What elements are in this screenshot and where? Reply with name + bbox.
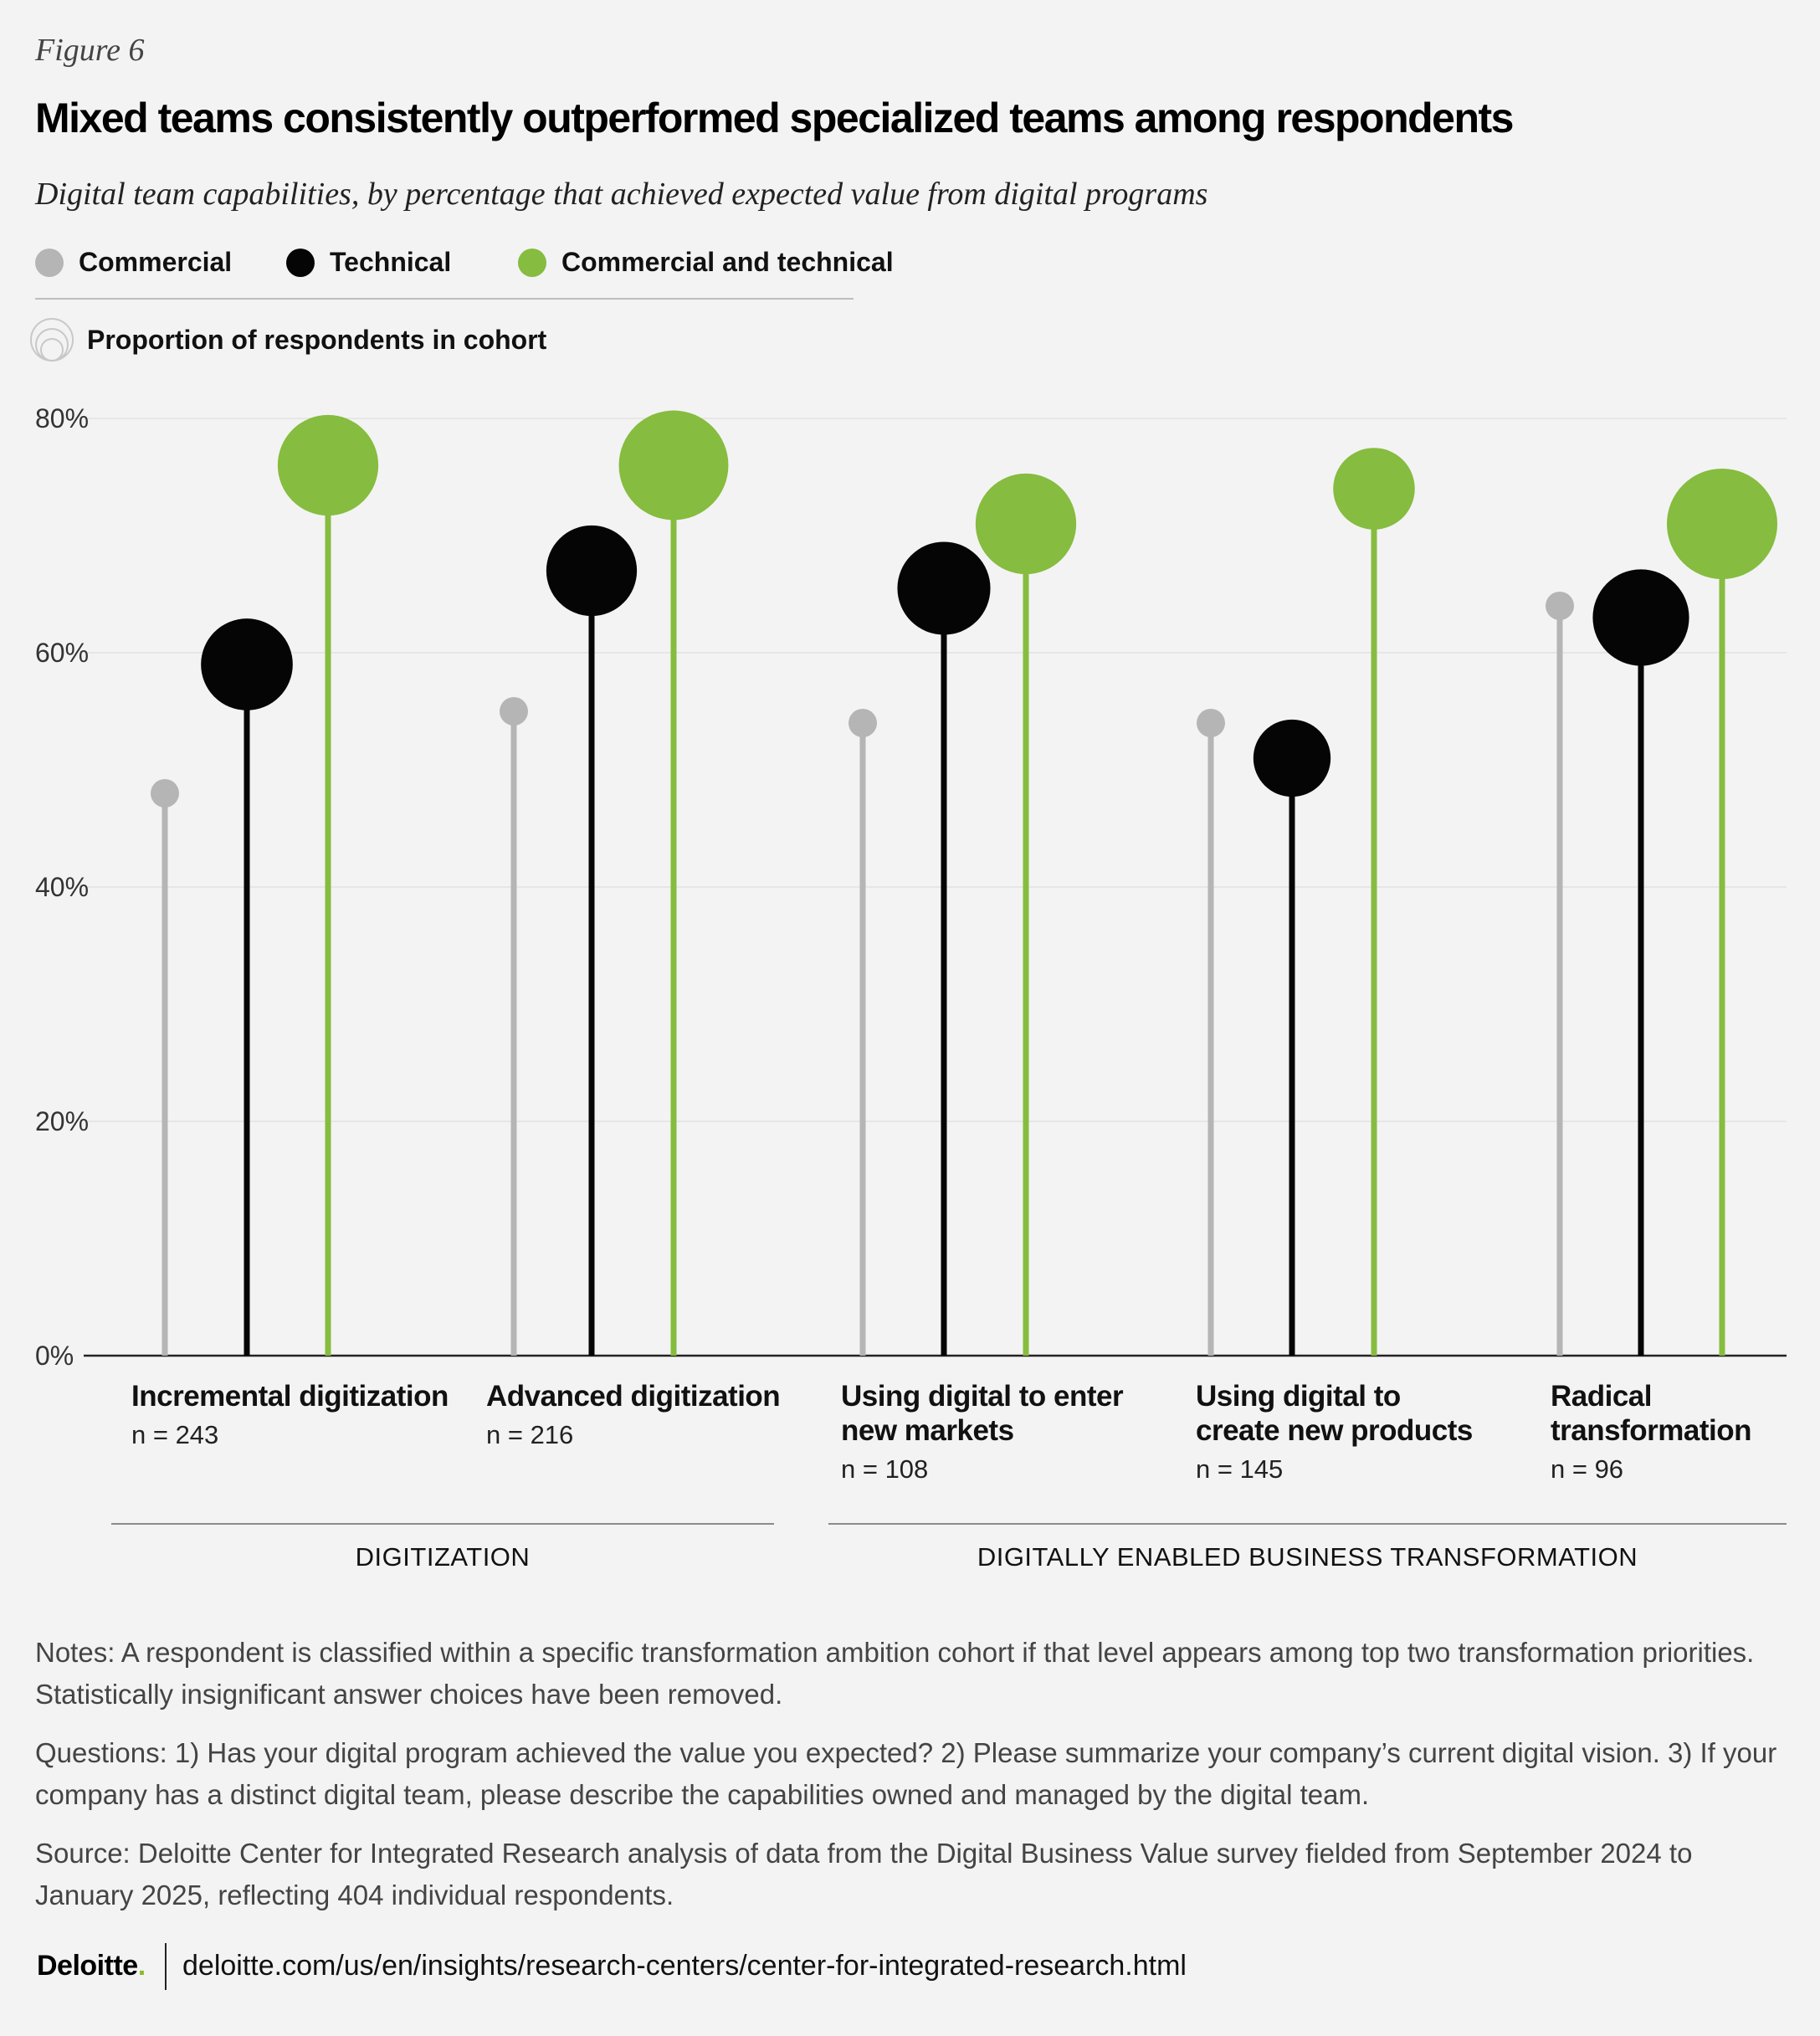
legend-label-technical: Technical [330, 247, 452, 277]
bubble-commercial [151, 779, 179, 808]
category-label: create new products [1196, 1414, 1473, 1447]
footer-url-link[interactable]: deloitte.com/us/en/insights/research-cen… [182, 1950, 1187, 1982]
category-label: Advanced digitization [486, 1380, 781, 1413]
category-label: Incremental digitization [131, 1380, 449, 1413]
bubble-commercial [500, 697, 528, 726]
bubble-commercial [1546, 592, 1574, 620]
chart-marks [151, 410, 1777, 1356]
bubble-commercial-and-technical [1667, 469, 1777, 579]
legend-swatch-commercial-and-technical [518, 248, 546, 277]
notes-text: Notes: A respondent is classified within… [35, 1637, 1755, 1710]
nested-circles-icon [30, 318, 74, 362]
y-tick-label: 60% [35, 638, 89, 668]
category-label: Using digital to enter [841, 1380, 1124, 1413]
category-label: Radical [1551, 1380, 1653, 1413]
legend-divider [35, 298, 854, 300]
category-label: Using digital to [1196, 1380, 1401, 1413]
category-n-label: n = 96 [1551, 1454, 1624, 1484]
bubble-commercial-and-technical [1333, 448, 1415, 530]
bubble-commercial-and-technical [618, 410, 729, 521]
category-label: new markets [841, 1414, 1014, 1447]
bubble-commercial [848, 709, 877, 737]
lollipop-chart: 0% 20% 40% 60% 80% [35, 403, 1787, 1371]
y-axis-ticks: 0% 20% 40% 60% 80% [35, 403, 89, 1371]
size-legend-label: Proportion of respondents in cohort [87, 324, 547, 355]
source-text: Source: Deloitte Center for Integrated R… [35, 1838, 1693, 1910]
bubble-technical [546, 525, 638, 617]
figure-label: Figure 6 [35, 33, 145, 68]
category-n-label: n = 243 [131, 1420, 219, 1449]
legend-item-commercial: Commercial [35, 247, 232, 278]
gridlines [84, 418, 1787, 1357]
group-divider [828, 1523, 1787, 1525]
legend-item-commercial-and-technical: Commercial and technical [518, 247, 894, 278]
bubble-technical [1253, 719, 1331, 797]
bubble-technical [201, 618, 293, 710]
y-tick-label: 20% [35, 1106, 89, 1136]
y-tick-label: 80% [35, 403, 89, 433]
legend-swatch-technical [286, 248, 315, 277]
bubble-commercial-and-technical [975, 473, 1077, 575]
y-tick-label: 0% [35, 1341, 74, 1371]
legend-swatch-commercial [35, 248, 64, 277]
chart-title: Mixed teams consistently outperformed sp… [35, 95, 1515, 141]
legend-label-commercial: Commercial [79, 247, 233, 277]
deloitte-logo: Deloitte. [37, 1950, 146, 1982]
bubble-technical [1592, 569, 1689, 666]
y-tick-label: 40% [35, 872, 89, 902]
size-legend: Proportion of respondents in cohort [28, 316, 546, 363]
questions-text: Questions: 1) Has your digital program a… [35, 1737, 1777, 1810]
category-n-label: n = 108 [841, 1454, 929, 1484]
logo-wordmark: Deloitte [37, 1950, 138, 1982]
footer-divider [165, 1943, 167, 1990]
legend-label-commercial-and-technical: Commercial and technical [561, 247, 894, 277]
category-n-label: n = 145 [1196, 1454, 1284, 1484]
logo-dot: . [137, 1950, 146, 1982]
group-label: DIGITIZATION [355, 1542, 531, 1572]
group-divider [111, 1523, 774, 1525]
category-n-label: n = 216 [486, 1420, 574, 1449]
bubble-technical [897, 541, 991, 635]
category-label: transformation [1551, 1414, 1751, 1447]
bubble-commercial [1197, 709, 1225, 737]
group-label: DIGITALLY ENABLED BUSINESS TRANSFORMATIO… [977, 1542, 1638, 1572]
legend-item-technical: Technical [286, 247, 451, 278]
chart-subtitle: Digital team capabilities, by percentage… [35, 177, 1208, 212]
bubble-commercial-and-technical [277, 414, 379, 516]
